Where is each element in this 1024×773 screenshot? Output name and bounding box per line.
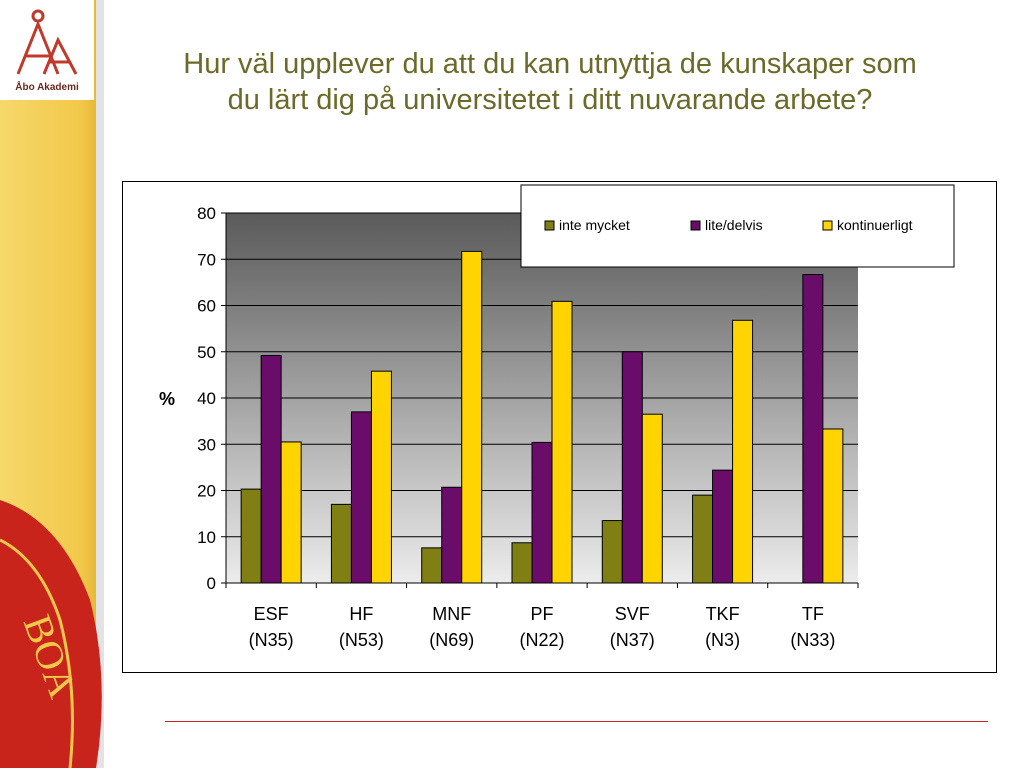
bar-chart: 0 10 20 30 40 50 60 70 80% ESF (N35) HF (N53) MNF (N69… [159,184,955,650]
legend-label: kontinuerligt [837,217,913,233]
x-tick-label-sub: (N53) [339,630,384,650]
y-tick-label: 20 [197,482,216,501]
slide-title-line-2: du lärt dig på universitetet i ditt nuva… [227,84,873,116]
y-tick-label: 30 [197,435,216,454]
sidebar-svg: BOA [0,0,104,769]
legend-box [520,184,955,268]
bar [330,503,352,584]
bar [461,250,483,584]
bar [350,411,372,584]
x-tick-label: TKF [706,604,740,624]
bar [601,520,623,584]
x-tick-label: ESF [254,604,289,624]
seal-icon: BOA [0,500,102,769]
x-tick-label-sub: (N33) [790,630,835,650]
bottom-rule [165,721,988,722]
x-tick-label: HF [349,604,373,624]
bar [260,354,282,584]
y-tick-label: 80 [197,204,216,223]
x-tick-label: SVF [615,604,650,624]
y-tick-label: 40 [197,389,216,408]
y-axis-label: % [159,389,175,409]
legend-label: inte mycket [559,217,630,233]
y-tick-label: 60 [197,297,216,316]
bar [551,300,573,584]
y-tick-label: 50 [197,343,216,362]
bar [511,542,533,584]
bar [441,486,463,584]
logo-text: Åbo Akademi [15,82,79,93]
bar [280,441,302,584]
bar [641,413,663,584]
x-tick-label-sub: (N37) [610,630,655,650]
x-tick-label: PF [530,604,553,624]
bar [421,547,443,584]
x-tick-label: TF [802,604,824,624]
legend-swatch [690,220,701,231]
slide-title-line-1: Hur väl upplever du att du kan utnyttja … [183,48,917,80]
bar [240,488,262,584]
legend-swatch [544,220,555,231]
bar [732,319,754,584]
sidebar-decoration: BOA Åbo Akademi [0,0,110,769]
bar [822,428,844,584]
sidebar-shadow [96,0,104,768]
x-tick-label: MNF [432,604,471,624]
slide-title: Hur väl upplever du att du kan utnyttja … [110,46,990,118]
bar [692,494,714,584]
bar [370,370,392,584]
bar [712,469,734,584]
legend-label: lite/delvis [705,217,763,233]
bar [802,274,824,584]
x-tick-label-sub: (N22) [519,630,564,650]
university-logo-icon [16,9,78,75]
x-tick-label-sub: (N69) [429,630,474,650]
y-tick-label: 70 [197,250,216,269]
bar [621,351,643,584]
x-tick-label-sub: (N3) [705,630,740,650]
y-tick-label: 0 [207,574,216,593]
y-tick-label: 10 [197,528,216,547]
legend-swatch [822,220,833,231]
x-tick-label-sub: (N35) [249,630,294,650]
bar [531,441,553,584]
chart-frame: 0 10 20 30 40 50 60 70 80% ESF (N35) HF (N53) MNF (N69… [122,181,997,673]
